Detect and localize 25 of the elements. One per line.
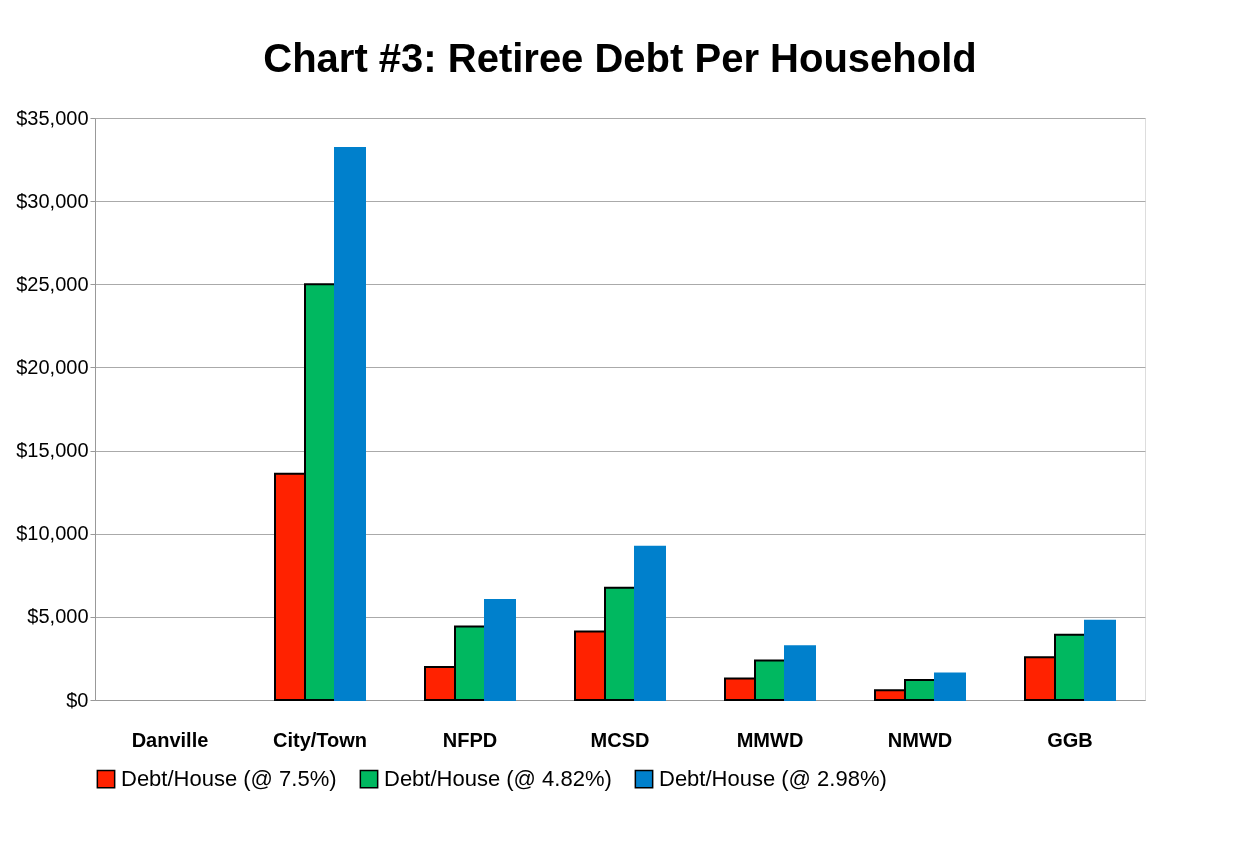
x-tick-label: City/Town [272,728,368,751]
y-tick-label: $20,000 [16,355,89,378]
x-tick-label: MMWD [736,728,804,751]
bar [784,645,816,701]
x-tick-label: Danville [131,728,209,751]
y-tick-label: $0 [66,688,89,711]
x-tick-label: NFPD [442,728,498,751]
legend-label: Debt/House (@ 7.5%) [121,766,337,792]
y-tick-label: $5,000 [27,605,89,628]
y-tick-label: $35,000 [16,106,89,129]
legend-label: Debt/House (@ 2.98%) [659,766,887,792]
chart-title: Chart #3: Retiree Debt Per Household [263,36,977,80]
y-tick-label: $10,000 [16,522,89,545]
x-tick-label: GGB [1047,728,1093,751]
bar [334,146,366,701]
x-tick-label: NMWD [887,728,953,751]
x-tick-label: MCSD [590,728,650,751]
y-tick-label: $15,000 [16,439,89,462]
y-tick-label: $25,000 [16,272,89,295]
bar [484,599,516,701]
bar [934,672,966,701]
bar [634,545,666,701]
bar [1084,619,1116,701]
legend-label: Debt/House (@ 4.82%) [384,766,612,792]
y-tick-label: $30,000 [16,189,89,212]
